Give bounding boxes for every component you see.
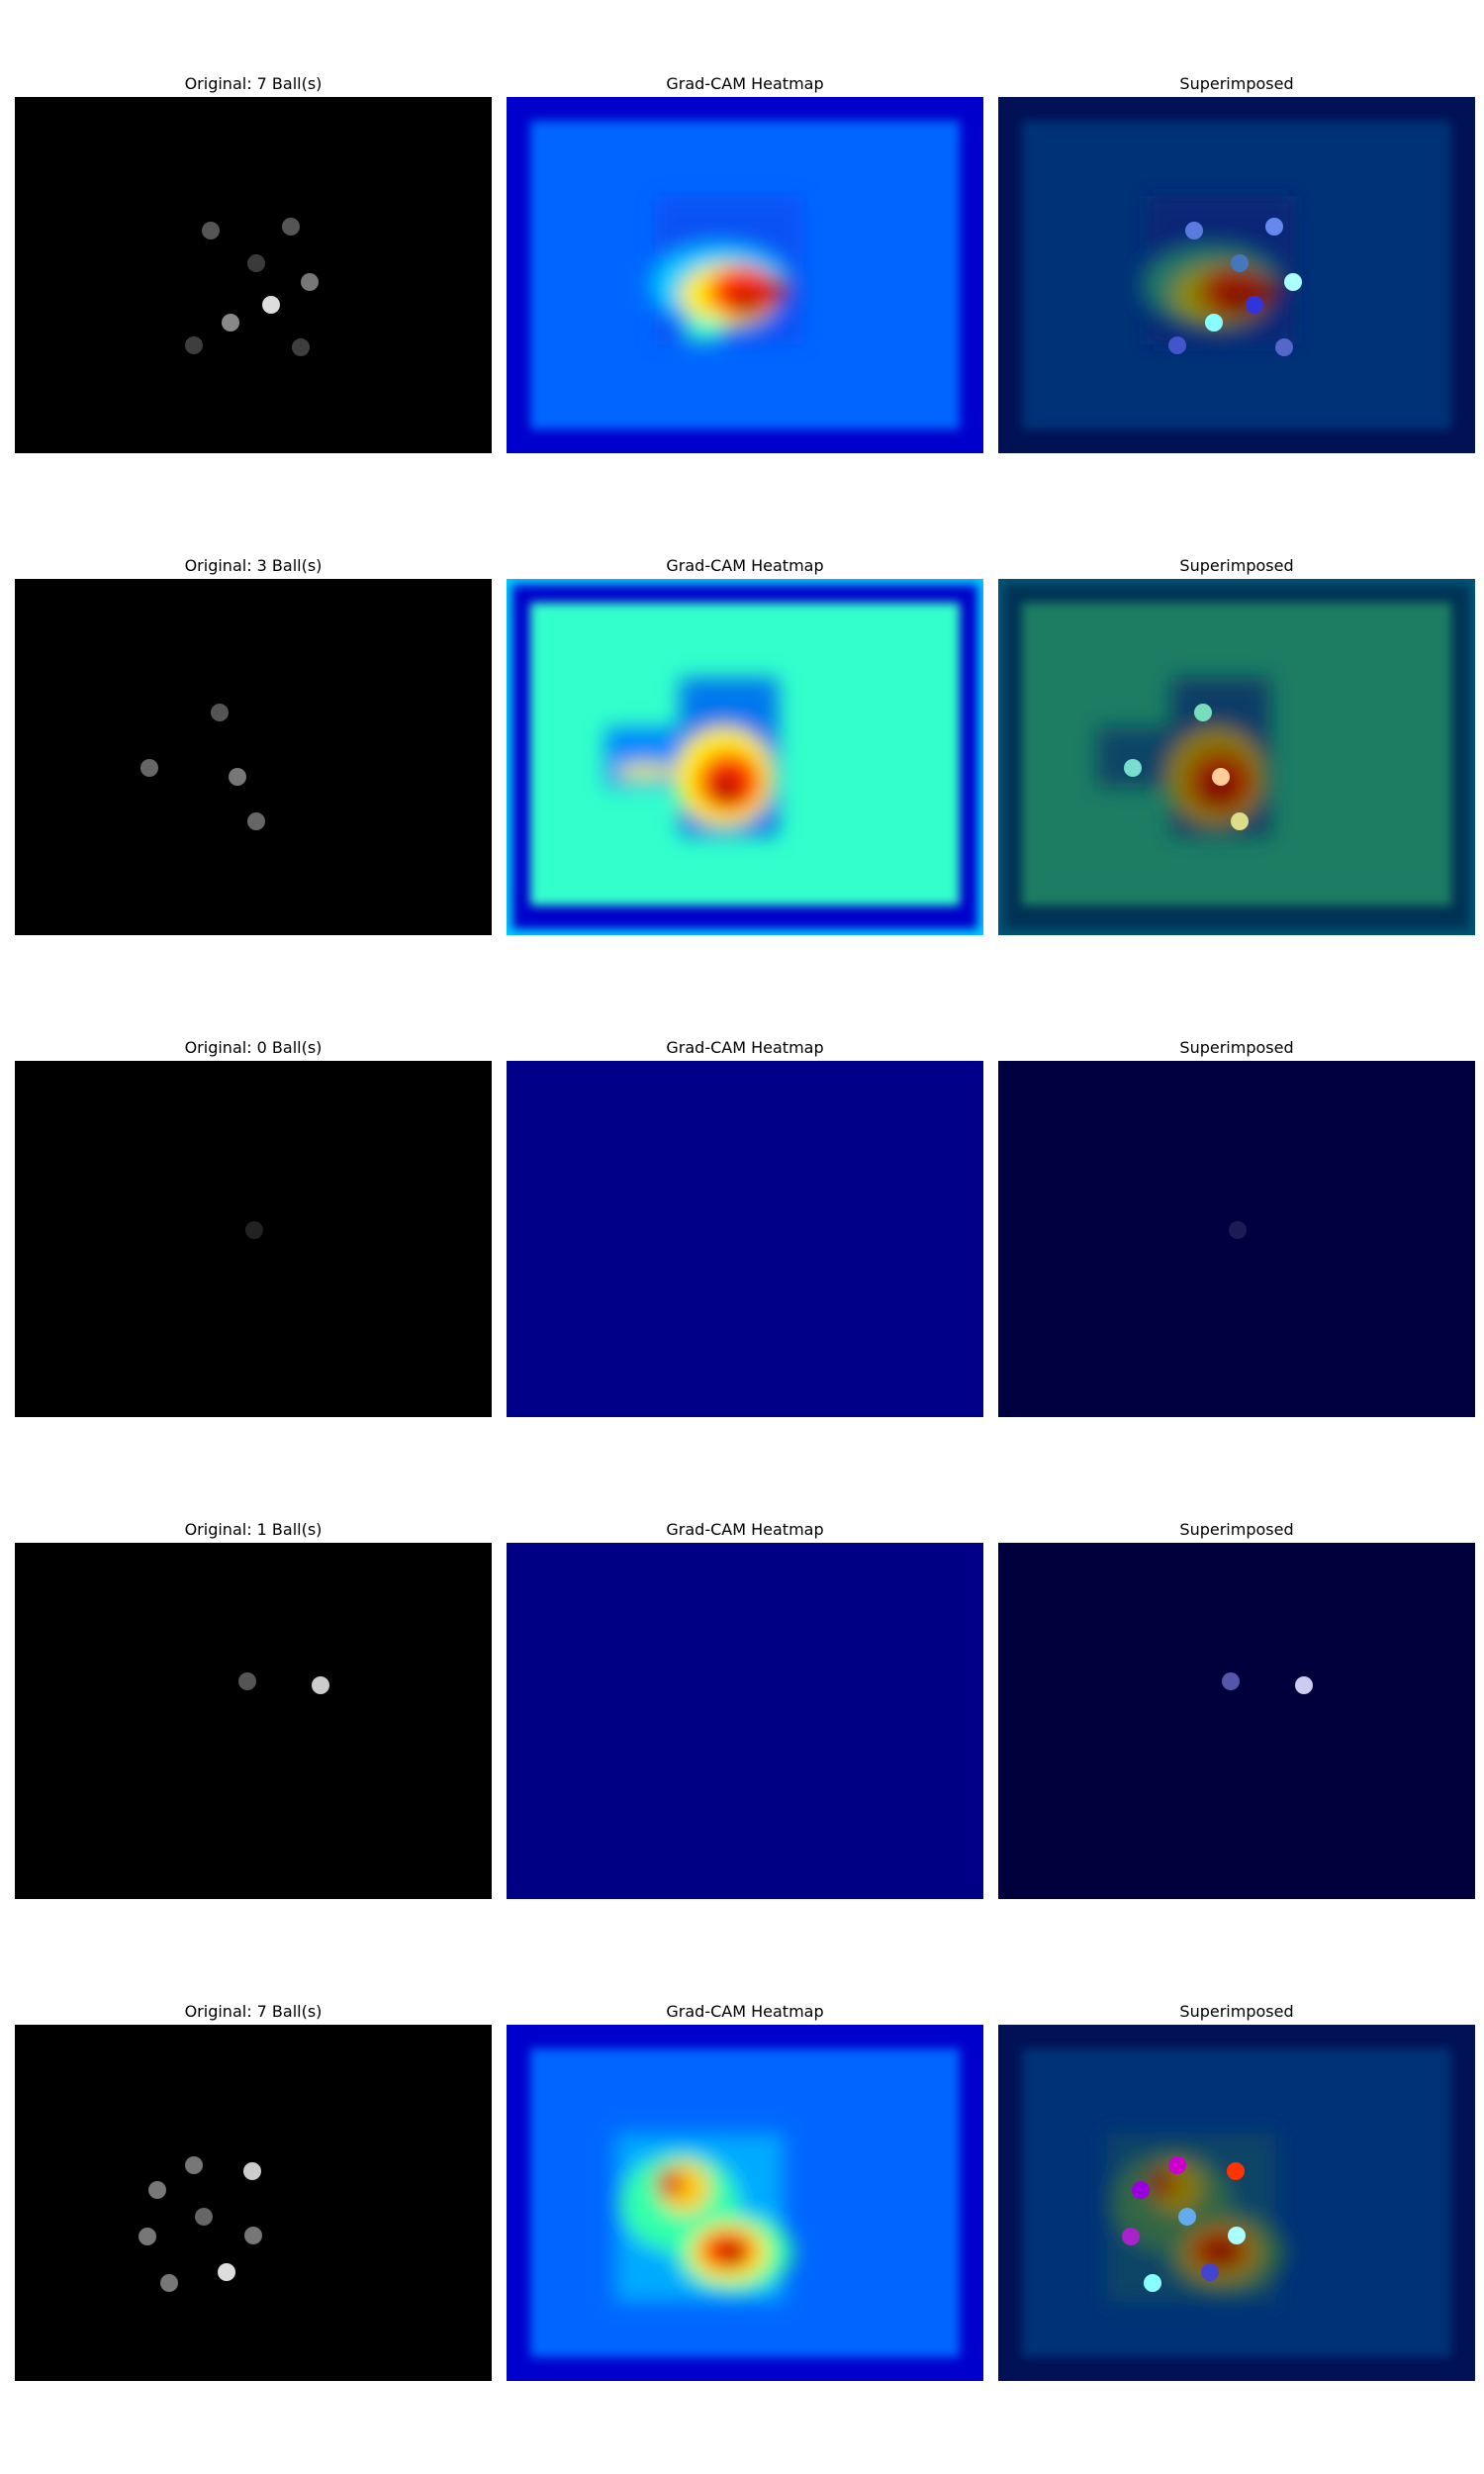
ball — [1284, 273, 1302, 291]
ball — [1168, 2156, 1186, 2174]
ball — [1122, 2228, 1140, 2245]
superimposed-image-3 — [998, 1061, 1475, 1417]
ball — [238, 1672, 256, 1690]
superimposed-image-1 — [998, 97, 1475, 453]
ball — [1295, 1676, 1313, 1694]
original-image-4 — [15, 1543, 492, 1899]
ball — [1132, 2181, 1150, 2199]
superimposed-title-4: Superimposed — [1179, 1520, 1294, 1539]
heatmap-background — [507, 1061, 983, 1417]
ball — [247, 812, 265, 830]
ball — [282, 218, 300, 236]
ball — [185, 336, 203, 354]
superimposed-image-4 — [998, 1543, 1475, 1899]
ball — [1168, 336, 1186, 354]
ball — [1185, 222, 1203, 239]
ball — [160, 2274, 178, 2292]
heatmap-image-3 — [507, 1061, 983, 1417]
ball — [202, 222, 220, 239]
heatmap-title-2: Grad-CAM Heatmap — [666, 556, 824, 575]
ball — [245, 1221, 263, 1239]
ball — [1178, 2208, 1196, 2226]
ball — [301, 273, 319, 291]
heatmap-image-1 — [507, 97, 983, 453]
superimposed-background — [998, 1543, 1475, 1899]
ball — [1205, 314, 1223, 332]
ball — [1231, 812, 1249, 830]
ball — [229, 768, 246, 786]
ball — [1144, 2274, 1161, 2292]
ball — [1275, 338, 1293, 356]
superimposed-background — [998, 1061, 1475, 1417]
original-title-5: Original: 7 Ball(s) — [184, 2002, 323, 2021]
ball — [1265, 218, 1283, 236]
original-title-3: Original: 0 Ball(s) — [184, 1038, 323, 1057]
heatmap-title-4: Grad-CAM Heatmap — [666, 1520, 824, 1539]
original-title-1: Original: 7 Ball(s) — [184, 74, 323, 93]
heatmap-title-5: Grad-CAM Heatmap — [666, 2002, 824, 2021]
heatmap-background — [507, 1543, 983, 1899]
superimposed-title-5: Superimposed — [1179, 2002, 1294, 2021]
original-image-2 — [15, 579, 492, 935]
ball — [1124, 759, 1142, 777]
superimposed-title-3: Superimposed — [1179, 1038, 1294, 1057]
ball — [140, 759, 158, 777]
original-image-1 — [15, 97, 492, 453]
original-image-5 — [15, 2025, 492, 2381]
ball — [222, 314, 239, 332]
ball — [1194, 704, 1212, 721]
ball — [218, 2263, 235, 2281]
heatmap-image-2 — [507, 579, 983, 935]
heatmap-title-3: Grad-CAM Heatmap — [666, 1038, 824, 1057]
superimposed-image-2 — [998, 579, 1475, 935]
ball — [1222, 1672, 1240, 1690]
ball — [1227, 2162, 1245, 2180]
ball — [243, 2162, 261, 2180]
ball — [139, 2228, 156, 2245]
ball — [262, 296, 280, 314]
ball — [1228, 2227, 1246, 2244]
ball — [1201, 2263, 1219, 2281]
ball — [244, 2227, 262, 2244]
ball — [1246, 296, 1263, 314]
heatmap-title-1: Grad-CAM Heatmap — [666, 74, 824, 93]
ball — [148, 2181, 166, 2199]
ball — [1229, 1221, 1247, 1239]
superimposed-title-2: Superimposed — [1179, 556, 1294, 575]
ball — [1212, 768, 1230, 786]
superimposed-title-1: Superimposed — [1179, 74, 1294, 93]
heatmap-image-5 — [507, 2025, 983, 2381]
ball — [247, 254, 265, 272]
original-image-3 — [15, 1061, 492, 1417]
ball — [1231, 254, 1249, 272]
ball — [312, 1676, 329, 1694]
heatmap-image-4 — [507, 1543, 983, 1899]
ball — [292, 338, 310, 356]
original-title-2: Original: 3 Ball(s) — [184, 556, 323, 575]
ball — [211, 704, 229, 721]
ball — [185, 2156, 203, 2174]
superimposed-image-5 — [998, 2025, 1475, 2381]
original-title-4: Original: 1 Ball(s) — [184, 1520, 323, 1539]
ball — [195, 2208, 213, 2226]
